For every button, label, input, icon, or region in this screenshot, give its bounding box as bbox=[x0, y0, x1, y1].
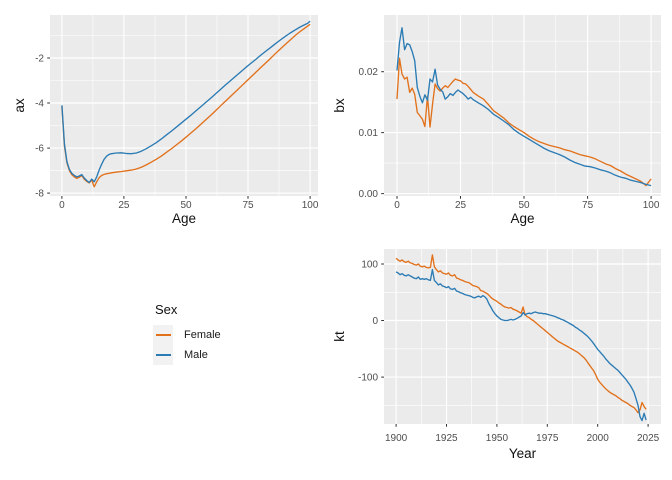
y-tick-label: 0.02 bbox=[359, 67, 379, 78]
legend-label-male: Male bbox=[184, 349, 208, 361]
x-tick-label: 1925 bbox=[435, 433, 458, 444]
legend-key-female bbox=[153, 325, 173, 345]
x-tick-label: 75 bbox=[582, 200, 594, 211]
x-tick-label: 1950 bbox=[486, 433, 509, 444]
x-tick-label: 2000 bbox=[587, 433, 610, 444]
x-tick-label: 1975 bbox=[536, 433, 559, 444]
x-axis-title-kt: Year bbox=[509, 446, 537, 461]
y-tick-label: 0.01 bbox=[359, 128, 379, 139]
chart-panel-kt: 1900 1925 1950 1975 2000 2025 100 0 -100 Year kt bbox=[332, 249, 661, 461]
y-tick-label: -4 bbox=[35, 99, 44, 110]
x-tick-label: 50 bbox=[518, 200, 530, 211]
legend-item-male: Male bbox=[153, 345, 221, 365]
x-axis-title-ax: Age bbox=[172, 211, 196, 226]
legend-item-female: Female bbox=[153, 325, 221, 345]
x-tick-label: 0 bbox=[394, 200, 400, 211]
legend-title: Sex bbox=[155, 302, 178, 317]
chart-panel-ax: 0 25 50 75 100 -2 -4 -6 -8 Age ax bbox=[12, 15, 319, 226]
x-tick-label: 2025 bbox=[637, 433, 660, 444]
series-line-male-ax bbox=[61, 20, 311, 184]
panel-background bbox=[384, 15, 661, 196]
x-tick-label: 100 bbox=[643, 200, 660, 211]
y-tick-label: -100 bbox=[358, 373, 378, 384]
x-tick-label: 75 bbox=[242, 200, 254, 211]
legend-key-male bbox=[153, 345, 173, 365]
y-axis-title-kt: kt bbox=[332, 331, 347, 342]
legend-line-male bbox=[155, 354, 171, 356]
y-tick-label: -8 bbox=[35, 189, 44, 200]
series-line-female-kt bbox=[395, 254, 647, 414]
x-tick-label: 25 bbox=[118, 200, 130, 211]
y-tick-label: -2 bbox=[35, 54, 44, 65]
x-axis-title-bx: Age bbox=[510, 211, 534, 226]
series-line-male-kt bbox=[395, 268, 647, 422]
legend-line-female bbox=[155, 334, 171, 336]
x-tick-label: 0 bbox=[59, 200, 65, 211]
x-tick-label: 1900 bbox=[385, 433, 408, 444]
y-axis-title-ax: ax bbox=[12, 98, 27, 113]
x-tick-label: 25 bbox=[455, 200, 467, 211]
legend-sex: Sex Female Male bbox=[153, 302, 221, 365]
x-tick-label: 100 bbox=[302, 200, 319, 211]
y-tick-label: -6 bbox=[35, 144, 44, 155]
y-axis-title-bx: bx bbox=[332, 98, 347, 113]
series-line-female-bx bbox=[396, 57, 652, 187]
series-line-male-bx bbox=[396, 27, 652, 187]
chart-panel-bx: 0 25 50 75 100 0.00 0.01 0.02 Age bx bbox=[332, 15, 661, 226]
y-tick-label: 100 bbox=[361, 260, 378, 271]
legend-label-female: Female bbox=[184, 329, 221, 341]
y-tick-label: 0.00 bbox=[359, 189, 379, 200]
y-tick-label: 0 bbox=[372, 316, 378, 327]
x-tick-label: 50 bbox=[180, 200, 192, 211]
